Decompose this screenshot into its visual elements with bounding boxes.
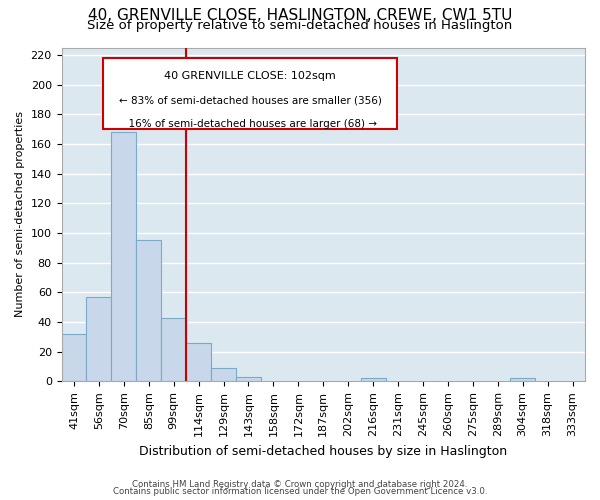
Bar — [161, 318, 186, 382]
X-axis label: Distribution of semi-detached houses by size in Haslington: Distribution of semi-detached houses by … — [139, 444, 508, 458]
Bar — [112, 132, 136, 382]
Bar — [136, 240, 161, 382]
FancyBboxPatch shape — [103, 58, 397, 130]
Text: 40, GRENVILLE CLOSE, HASLINGTON, CREWE, CW1 5TU: 40, GRENVILLE CLOSE, HASLINGTON, CREWE, … — [88, 8, 512, 22]
Bar — [510, 378, 535, 382]
Bar — [211, 368, 236, 382]
Bar — [86, 297, 112, 382]
Y-axis label: Number of semi-detached properties: Number of semi-detached properties — [15, 112, 25, 318]
Text: Contains HM Land Registry data © Crown copyright and database right 2024.: Contains HM Land Registry data © Crown c… — [132, 480, 468, 489]
Text: 40 GRENVILLE CLOSE: 102sqm: 40 GRENVILLE CLOSE: 102sqm — [164, 71, 336, 81]
Text: 16% of semi-detached houses are larger (68) →: 16% of semi-detached houses are larger (… — [122, 120, 377, 130]
Bar — [236, 377, 261, 382]
Text: Contains public sector information licensed under the Open Government Licence v3: Contains public sector information licen… — [113, 487, 487, 496]
Bar — [186, 342, 211, 382]
Bar — [361, 378, 386, 382]
Text: ← 83% of semi-detached houses are smaller (356): ← 83% of semi-detached houses are smalle… — [119, 96, 382, 106]
Text: Size of property relative to semi-detached houses in Haslington: Size of property relative to semi-detach… — [88, 18, 512, 32]
Bar — [62, 334, 86, 382]
